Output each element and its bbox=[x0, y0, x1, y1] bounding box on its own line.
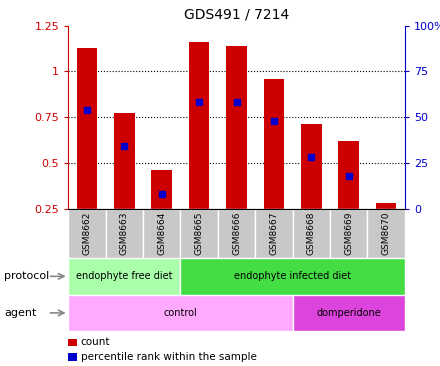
Text: percentile rank within the sample: percentile rank within the sample bbox=[81, 352, 257, 362]
Text: GSM8667: GSM8667 bbox=[269, 212, 279, 255]
Text: GSM8670: GSM8670 bbox=[381, 212, 391, 255]
Bar bbox=[367, 209, 405, 258]
Text: GSM8666: GSM8666 bbox=[232, 212, 241, 255]
Bar bbox=[114, 113, 135, 209]
Bar bbox=[293, 295, 405, 331]
Bar bbox=[255, 209, 293, 258]
Text: agent: agent bbox=[4, 308, 37, 318]
Text: GSM8664: GSM8664 bbox=[157, 212, 166, 255]
Bar bbox=[68, 258, 180, 295]
Bar bbox=[68, 295, 293, 331]
Bar bbox=[106, 209, 143, 258]
Text: protocol: protocol bbox=[4, 271, 50, 281]
Bar bbox=[376, 203, 396, 209]
Bar bbox=[180, 209, 218, 258]
Bar bbox=[301, 124, 322, 209]
Text: control: control bbox=[164, 308, 197, 318]
Bar bbox=[180, 258, 405, 295]
Bar bbox=[189, 42, 209, 209]
Text: GSM8669: GSM8669 bbox=[344, 212, 353, 255]
Bar bbox=[330, 209, 367, 258]
Text: endophyte free diet: endophyte free diet bbox=[76, 271, 172, 281]
Bar bbox=[293, 209, 330, 258]
Text: GSM8662: GSM8662 bbox=[82, 212, 92, 255]
Title: GDS491 / 7214: GDS491 / 7214 bbox=[184, 8, 289, 22]
Bar bbox=[143, 209, 180, 258]
Text: endophyte infected diet: endophyte infected diet bbox=[234, 271, 351, 281]
Bar bbox=[226, 46, 247, 209]
Bar bbox=[338, 141, 359, 209]
Text: GSM8665: GSM8665 bbox=[194, 212, 204, 255]
Bar bbox=[77, 48, 97, 209]
Bar bbox=[218, 209, 255, 258]
Bar bbox=[68, 209, 106, 258]
Text: count: count bbox=[81, 337, 110, 347]
Bar bbox=[264, 79, 284, 209]
Text: domperidone: domperidone bbox=[316, 308, 381, 318]
Text: GSM8663: GSM8663 bbox=[120, 212, 129, 255]
Text: GSM8668: GSM8668 bbox=[307, 212, 316, 255]
Bar bbox=[151, 170, 172, 209]
